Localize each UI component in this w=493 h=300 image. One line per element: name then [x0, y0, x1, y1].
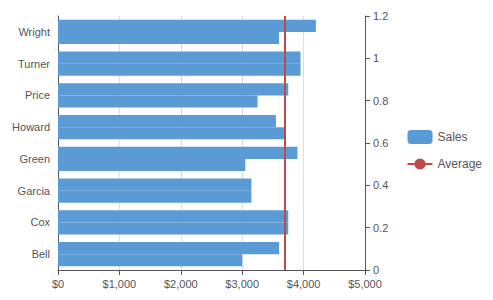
svg-text:$1,000: $1,000	[103, 278, 137, 290]
svg-text:0.2: 0.2	[373, 222, 388, 234]
svg-text:Bell: Bell	[32, 248, 50, 260]
svg-text:1: 1	[373, 52, 379, 64]
svg-text:Sales: Sales	[438, 130, 468, 144]
svg-text:Wright: Wright	[18, 26, 50, 38]
svg-text:$4,000: $4,000	[287, 278, 321, 290]
svg-text:Green: Green	[19, 153, 50, 165]
svg-text:Average: Average	[438, 157, 483, 171]
svg-text:1.2: 1.2	[373, 10, 388, 22]
svg-text:Price: Price	[25, 89, 50, 101]
svg-text:0: 0	[373, 264, 379, 276]
svg-text:$2,000: $2,000	[164, 278, 198, 290]
svg-text:Howard: Howard	[12, 121, 50, 133]
svg-text:0.6: 0.6	[373, 137, 388, 149]
svg-text:Turner: Turner	[18, 58, 50, 70]
svg-text:$3,000: $3,000	[225, 278, 259, 290]
svg-text:$0: $0	[52, 278, 64, 290]
svg-text:$5,000: $5,000	[348, 278, 382, 290]
svg-text:0.4: 0.4	[373, 179, 388, 191]
svg-text:Garcia: Garcia	[18, 185, 51, 197]
svg-text:Cox: Cox	[30, 216, 50, 228]
svg-text:0.8: 0.8	[373, 95, 388, 107]
